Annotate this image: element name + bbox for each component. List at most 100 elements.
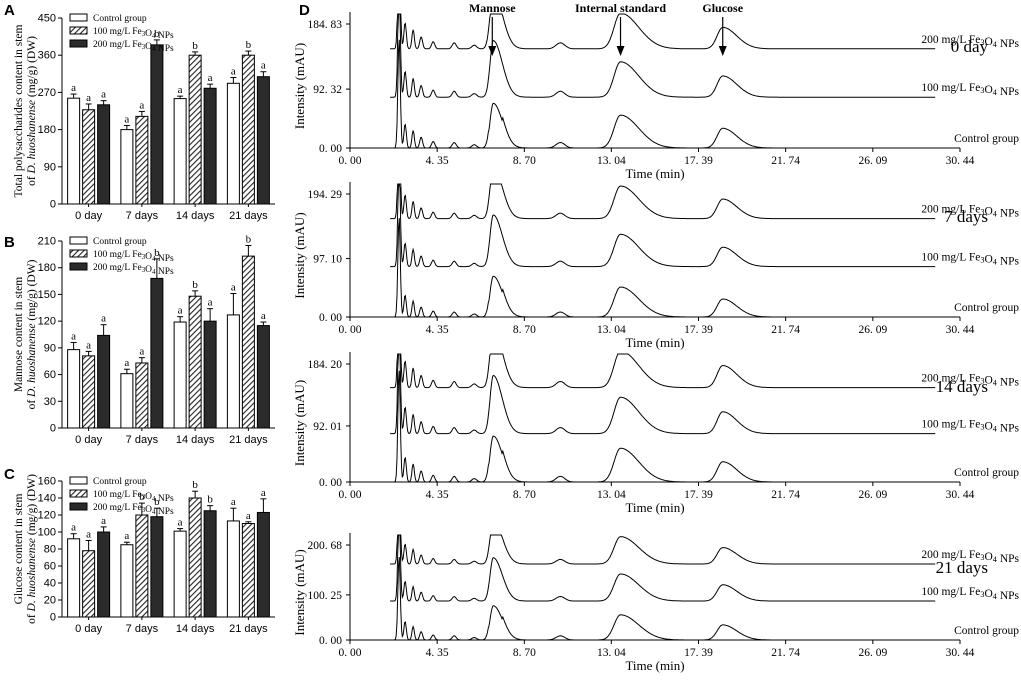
bar — [173, 98, 187, 205]
legend-swatch — [69, 13, 88, 22]
x-tick-label: 8. 70 — [513, 324, 536, 336]
y-tick-label: 120 — [38, 510, 56, 522]
legend-swatch — [69, 476, 88, 485]
y-tick-label: 180 — [38, 262, 56, 274]
significance-letter: a — [208, 72, 213, 84]
significance-letter: a — [246, 510, 251, 522]
bar — [188, 497, 202, 618]
y-tick-label: 0 — [50, 199, 56, 211]
y-tick-label: 360 — [38, 50, 56, 62]
legend-label: 200 mg/L Fe3O4 NPs — [93, 40, 174, 54]
chromatogram-trace — [390, 183, 936, 268]
bar — [241, 255, 255, 429]
bar — [173, 321, 187, 429]
y-axis-label: Glucose content in stemof D. huoshanense… — [13, 474, 38, 624]
significance-letter: b — [246, 233, 252, 245]
panel-letter: B — [4, 234, 15, 251]
significance-letter: a — [139, 346, 144, 358]
x-tick-label: 26. 09 — [858, 324, 887, 336]
x-tick-label: 21. 74 — [771, 489, 800, 501]
bar — [256, 511, 270, 618]
significance-letter: a — [208, 297, 213, 309]
y-tick-label: 90 — [44, 161, 56, 173]
y-axis-label: Mannose content in stemof D. huoshanense… — [13, 259, 38, 409]
significance-letter: b — [154, 496, 160, 508]
bar — [241, 54, 255, 205]
chromatogram-subplot: 0. 00 97. 10 194. 29 0. 00 4. 35 8. 70 13. 04 1… — [292, 182, 1020, 350]
y-tick-label: 100 — [38, 527, 56, 539]
chromatogram-trace — [390, 39, 936, 149]
y-tick-label: 140 — [38, 493, 56, 505]
day-label: 7 days — [944, 207, 988, 226]
y-tick-label: 194. 29 — [308, 189, 343, 201]
legend-label: 200 mg/L Fe3O4 NPs — [93, 263, 174, 277]
significance-letter: a — [261, 60, 266, 72]
chromatogram-trace — [390, 13, 936, 98]
legend-label: 100 mg/L Fe3O4 NPs — [93, 27, 174, 41]
x-tick-label: 4. 35 — [426, 324, 449, 336]
bar — [135, 514, 149, 618]
legend-label: 100 mg/L Fe3O4 NPs — [93, 250, 174, 264]
bar — [82, 109, 96, 205]
legend-label: Control group — [93, 14, 147, 24]
significance-letter: a — [71, 331, 76, 343]
significance-letter: a — [261, 487, 266, 499]
chromatogram-trace — [390, 353, 936, 389]
x-tick-label: 0 day — [75, 434, 102, 446]
legend-swatch — [69, 26, 88, 35]
chromatogram-trace — [390, 534, 936, 565]
x-tick-label: 17. 39 — [684, 489, 713, 501]
bar — [82, 355, 96, 429]
x-tick-label: 7 days — [126, 623, 159, 635]
significance-letter: a — [71, 522, 76, 534]
trace-label: 100 mg/L Fe3O4 NPs — [921, 586, 1019, 602]
bar — [97, 531, 111, 618]
y-tick-label: 184. 20 — [308, 359, 343, 371]
x-tick-label: 26. 09 — [858, 647, 887, 659]
chromatogram-trace — [390, 557, 936, 641]
peak-arrow-head — [718, 46, 727, 56]
y-tick-label: 0. 00 — [319, 312, 342, 324]
y-axis-label: Intensity (mAU) — [292, 549, 307, 635]
y-tick-label: 80 — [44, 544, 56, 556]
x-tick-label: 17. 39 — [684, 324, 713, 336]
y-tick-label: 160 — [38, 476, 56, 488]
significance-letter: a — [178, 84, 183, 96]
y-tick-label: 92. 32 — [313, 84, 342, 96]
bar — [241, 523, 255, 618]
significance-letter: b — [192, 279, 198, 291]
significance-letter: a — [101, 313, 106, 325]
trace-label: 200 mg/L Fe3O4 NPs — [921, 34, 1019, 50]
trace-label: 100 mg/L Fe3O4 NPs — [921, 252, 1019, 268]
x-tick-label: 0. 00 — [339, 647, 362, 659]
bar — [135, 115, 149, 205]
x-tick-label: 13. 04 — [597, 324, 626, 336]
panel-letter: A — [4, 2, 15, 19]
significance-letter: a — [86, 529, 91, 541]
panel-letter: C — [4, 466, 15, 483]
x-tick-label: 13. 04 — [597, 155, 626, 167]
chromatogram-panel: D Mannose Internal standard Glucose 0. 00 92.… — [292, 1, 1020, 673]
significance-letter: a — [124, 113, 129, 125]
chromatogram-trace — [390, 183, 936, 220]
bar — [120, 373, 134, 429]
y-tick-label: 60 — [44, 369, 56, 381]
y-tick-label: 60 — [44, 561, 56, 573]
bar — [203, 320, 217, 429]
peak-label: Mannose — [469, 1, 516, 15]
x-tick-label: 30. 44 — [946, 155, 975, 167]
y-tick-label: 0. 00 — [319, 635, 342, 647]
x-tick-label: 0. 00 — [339, 155, 362, 167]
panel-letter: D — [299, 2, 310, 19]
x-tick-label: 26. 09 — [858, 489, 887, 501]
bar — [120, 544, 134, 618]
bar — [226, 314, 240, 429]
significance-letter: a — [71, 82, 76, 94]
legend-swatch — [69, 262, 88, 271]
x-tick-label: 21. 74 — [771, 647, 800, 659]
legend-swatch — [69, 489, 88, 498]
y-tick-label: 100. 25 — [308, 590, 343, 602]
day-label: 21 days — [936, 558, 988, 577]
